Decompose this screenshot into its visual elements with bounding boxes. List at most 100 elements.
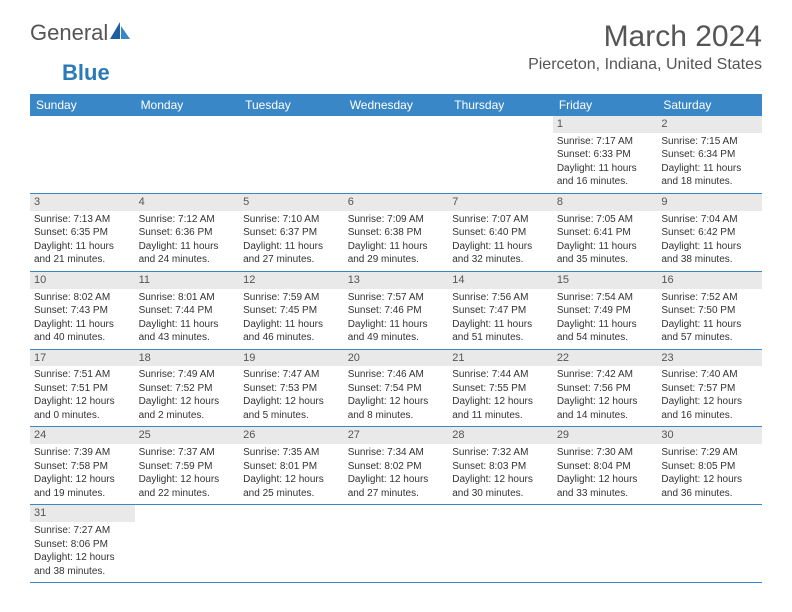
sunset-line: Sunset: 7:54 PM xyxy=(348,382,445,396)
calendar-cell: 2Sunrise: 7:15 AMSunset: 6:34 PMDaylight… xyxy=(657,116,762,193)
logo: General xyxy=(30,20,132,46)
sunrise-line: Sunrise: 7:04 AM xyxy=(661,213,758,227)
daylight-line: Daylight: 12 hours and 14 minutes. xyxy=(557,395,654,422)
day-number: 29 xyxy=(553,427,658,444)
day-body: Sunrise: 7:49 AMSunset: 7:52 PMDaylight:… xyxy=(135,366,240,426)
logo-sail-icon xyxy=(110,20,132,46)
day-body: Sunrise: 7:10 AMSunset: 6:37 PMDaylight:… xyxy=(239,211,344,271)
daylight-line: Daylight: 11 hours and 46 minutes. xyxy=(243,318,340,345)
day-body: Sunrise: 7:17 AMSunset: 6:33 PMDaylight:… xyxy=(553,133,658,193)
calendar-head: SundayMondayTuesdayWednesdayThursdayFrid… xyxy=(30,94,762,116)
sunrise-line: Sunrise: 7:52 AM xyxy=(661,291,758,305)
sunrise-line: Sunrise: 7:47 AM xyxy=(243,368,340,382)
sunrise-line: Sunrise: 7:42 AM xyxy=(557,368,654,382)
sunrise-line: Sunrise: 7:30 AM xyxy=(557,446,654,460)
calendar-cell-empty xyxy=(30,116,135,193)
sunrise-line: Sunrise: 7:35 AM xyxy=(243,446,340,460)
calendar-cell: 10Sunrise: 8:02 AMSunset: 7:43 PMDayligh… xyxy=(30,271,135,349)
day-body: Sunrise: 7:57 AMSunset: 7:46 PMDaylight:… xyxy=(344,289,449,349)
daylight-line: Daylight: 12 hours and 38 minutes. xyxy=(34,551,131,578)
sunset-line: Sunset: 6:36 PM xyxy=(139,226,236,240)
calendar-row: 10Sunrise: 8:02 AMSunset: 7:43 PMDayligh… xyxy=(30,271,762,349)
weekday-header: Friday xyxy=(553,94,658,116)
day-body: Sunrise: 7:09 AMSunset: 6:38 PMDaylight:… xyxy=(344,211,449,271)
day-body: Sunrise: 7:07 AMSunset: 6:40 PMDaylight:… xyxy=(448,211,553,271)
day-number: 12 xyxy=(239,272,344,289)
day-number: 19 xyxy=(239,350,344,367)
day-number: 24 xyxy=(30,427,135,444)
sunset-line: Sunset: 7:46 PM xyxy=(348,304,445,318)
daylight-line: Daylight: 12 hours and 27 minutes. xyxy=(348,473,445,500)
daylight-line: Daylight: 11 hours and 38 minutes. xyxy=(661,240,758,267)
daylight-line: Daylight: 12 hours and 30 minutes. xyxy=(452,473,549,500)
logo-text-general: General xyxy=(30,20,108,46)
calendar-row: 3Sunrise: 7:13 AMSunset: 6:35 PMDaylight… xyxy=(30,193,762,271)
day-body: Sunrise: 7:52 AMSunset: 7:50 PMDaylight:… xyxy=(657,289,762,349)
sunrise-line: Sunrise: 7:59 AM xyxy=(243,291,340,305)
calendar-cell: 19Sunrise: 7:47 AMSunset: 7:53 PMDayligh… xyxy=(239,349,344,427)
day-number: 31 xyxy=(30,505,135,522)
calendar-cell: 23Sunrise: 7:40 AMSunset: 7:57 PMDayligh… xyxy=(657,349,762,427)
day-body: Sunrise: 7:32 AMSunset: 8:03 PMDaylight:… xyxy=(448,444,553,504)
day-number: 18 xyxy=(135,350,240,367)
calendar-row: 31Sunrise: 7:27 AMSunset: 8:06 PMDayligh… xyxy=(30,505,762,583)
day-number: 11 xyxy=(135,272,240,289)
daylight-line: Daylight: 11 hours and 24 minutes. xyxy=(139,240,236,267)
calendar-cell: 29Sunrise: 7:30 AMSunset: 8:04 PMDayligh… xyxy=(553,427,658,505)
calendar-cell: 18Sunrise: 7:49 AMSunset: 7:52 PMDayligh… xyxy=(135,349,240,427)
calendar-cell: 13Sunrise: 7:57 AMSunset: 7:46 PMDayligh… xyxy=(344,271,449,349)
daylight-line: Daylight: 12 hours and 19 minutes. xyxy=(34,473,131,500)
daylight-line: Daylight: 12 hours and 33 minutes. xyxy=(557,473,654,500)
calendar-cell-empty xyxy=(135,116,240,193)
calendar-cell-empty xyxy=(135,505,240,583)
sunrise-line: Sunrise: 7:12 AM xyxy=(139,213,236,227)
sunset-line: Sunset: 7:53 PM xyxy=(243,382,340,396)
sunset-line: Sunset: 8:05 PM xyxy=(661,460,758,474)
calendar-cell: 1Sunrise: 7:17 AMSunset: 6:33 PMDaylight… xyxy=(553,116,658,193)
sunset-line: Sunset: 7:45 PM xyxy=(243,304,340,318)
calendar-cell: 28Sunrise: 7:32 AMSunset: 8:03 PMDayligh… xyxy=(448,427,553,505)
calendar-cell: 20Sunrise: 7:46 AMSunset: 7:54 PMDayligh… xyxy=(344,349,449,427)
daylight-line: Daylight: 11 hours and 32 minutes. xyxy=(452,240,549,267)
location: Pierceton, Indiana, United States xyxy=(528,56,762,74)
daylight-line: Daylight: 11 hours and 40 minutes. xyxy=(34,318,131,345)
daylight-line: Daylight: 11 hours and 18 minutes. xyxy=(661,162,758,189)
calendar-cell: 9Sunrise: 7:04 AMSunset: 6:42 PMDaylight… xyxy=(657,193,762,271)
calendar-cell: 12 Sunrise: 7:59 AMSunset: 7:45 PMDayligh… xyxy=(239,271,344,349)
day-body: Sunrise: 7:04 AMSunset: 6:42 PMDaylight:… xyxy=(657,211,762,271)
day-number: 10 xyxy=(30,272,135,289)
sunrise-line: Sunrise: 7:44 AM xyxy=(452,368,549,382)
day-body: Sunrise: 7:15 AMSunset: 6:34 PMDaylight:… xyxy=(657,133,762,193)
calendar-cell: 25Sunrise: 7:37 AMSunset: 7:59 PMDayligh… xyxy=(135,427,240,505)
day-body: Sunrise: 7:47 AMSunset: 7:53 PMDaylight:… xyxy=(239,366,344,426)
sunset-line: Sunset: 6:37 PM xyxy=(243,226,340,240)
daylight-line: Daylight: 11 hours and 35 minutes. xyxy=(557,240,654,267)
calendar-cell-empty xyxy=(344,116,449,193)
day-number: 21 xyxy=(448,350,553,367)
sunrise-line: Sunrise: 7:40 AM xyxy=(661,368,758,382)
weekday-header: Wednesday xyxy=(344,94,449,116)
daylight-line: Daylight: 12 hours and 36 minutes. xyxy=(661,473,758,500)
day-number: 15 xyxy=(553,272,658,289)
day-body: Sunrise: 7:42 AMSunset: 7:56 PMDaylight:… xyxy=(553,366,658,426)
day-body: Sunrise: 7:37 AMSunset: 7:59 PMDaylight:… xyxy=(135,444,240,504)
sunrise-line: Sunrise: 7:13 AM xyxy=(34,213,131,227)
sunset-line: Sunset: 6:40 PM xyxy=(452,226,549,240)
day-number: 26 xyxy=(239,427,344,444)
sunset-line: Sunset: 6:35 PM xyxy=(34,226,131,240)
sunset-line: Sunset: 6:33 PM xyxy=(557,148,654,162)
calendar-cell: 14Sunrise: 7:56 AMSunset: 7:47 PMDayligh… xyxy=(448,271,553,349)
sunrise-line: Sunrise: 7:37 AM xyxy=(139,446,236,460)
calendar-cell: 17Sunrise: 7:51 AMSunset: 7:51 PMDayligh… xyxy=(30,349,135,427)
sunrise-line: Sunrise: 7:46 AM xyxy=(348,368,445,382)
sunrise-line: Sunrise: 7:10 AM xyxy=(243,213,340,227)
sunrise-line: Sunrise: 8:01 AM xyxy=(139,291,236,305)
sunrise-line: Sunrise: 8:02 AM xyxy=(34,291,131,305)
calendar-cell-empty xyxy=(448,505,553,583)
sunset-line: Sunset: 6:41 PM xyxy=(557,226,654,240)
sunrise-line: Sunrise: 7:54 AM xyxy=(557,291,654,305)
calendar-row: 1Sunrise: 7:17 AMSunset: 6:33 PMDaylight… xyxy=(30,116,762,193)
daylight-line: Daylight: 12 hours and 0 minutes. xyxy=(34,395,131,422)
sunrise-line: Sunrise: 7:32 AM xyxy=(452,446,549,460)
day-number: 22 xyxy=(553,350,658,367)
